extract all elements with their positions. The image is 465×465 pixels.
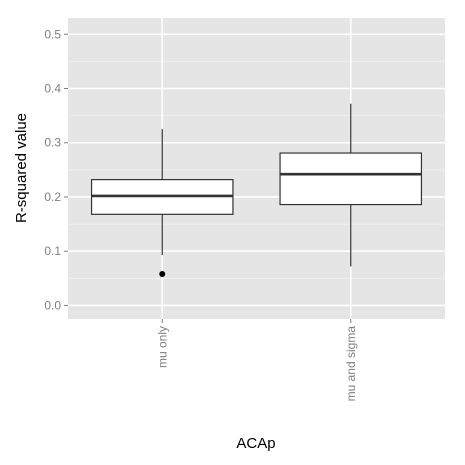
y-tick-label: 0.4 (44, 82, 61, 96)
x-axis-ticks: mu only mu and sigma (155, 319, 358, 401)
y-axis-ticks: 0.0 0.1 0.2 0.3 0.4 0.5 (44, 27, 68, 312)
y-axis-title: R-squared value (13, 113, 30, 223)
y-tick-label: 0.5 (44, 27, 61, 41)
outlier-point (159, 270, 166, 277)
y-tick-label: 0.2 (44, 190, 61, 204)
y-tick-label: 0.3 (44, 136, 61, 150)
x-tick-label: mu only (155, 326, 169, 368)
y-tick-label: 0.0 (44, 298, 61, 312)
boxes (90, 103, 423, 277)
y-tick-label: 0.1 (44, 244, 61, 258)
box-mu-and-sigma (279, 103, 423, 267)
x-tick-label: mu and sigma (344, 326, 358, 402)
x-axis-title: ACAp (236, 435, 275, 452)
box-mu-only (90, 129, 234, 277)
box-iqr (279, 152, 423, 206)
